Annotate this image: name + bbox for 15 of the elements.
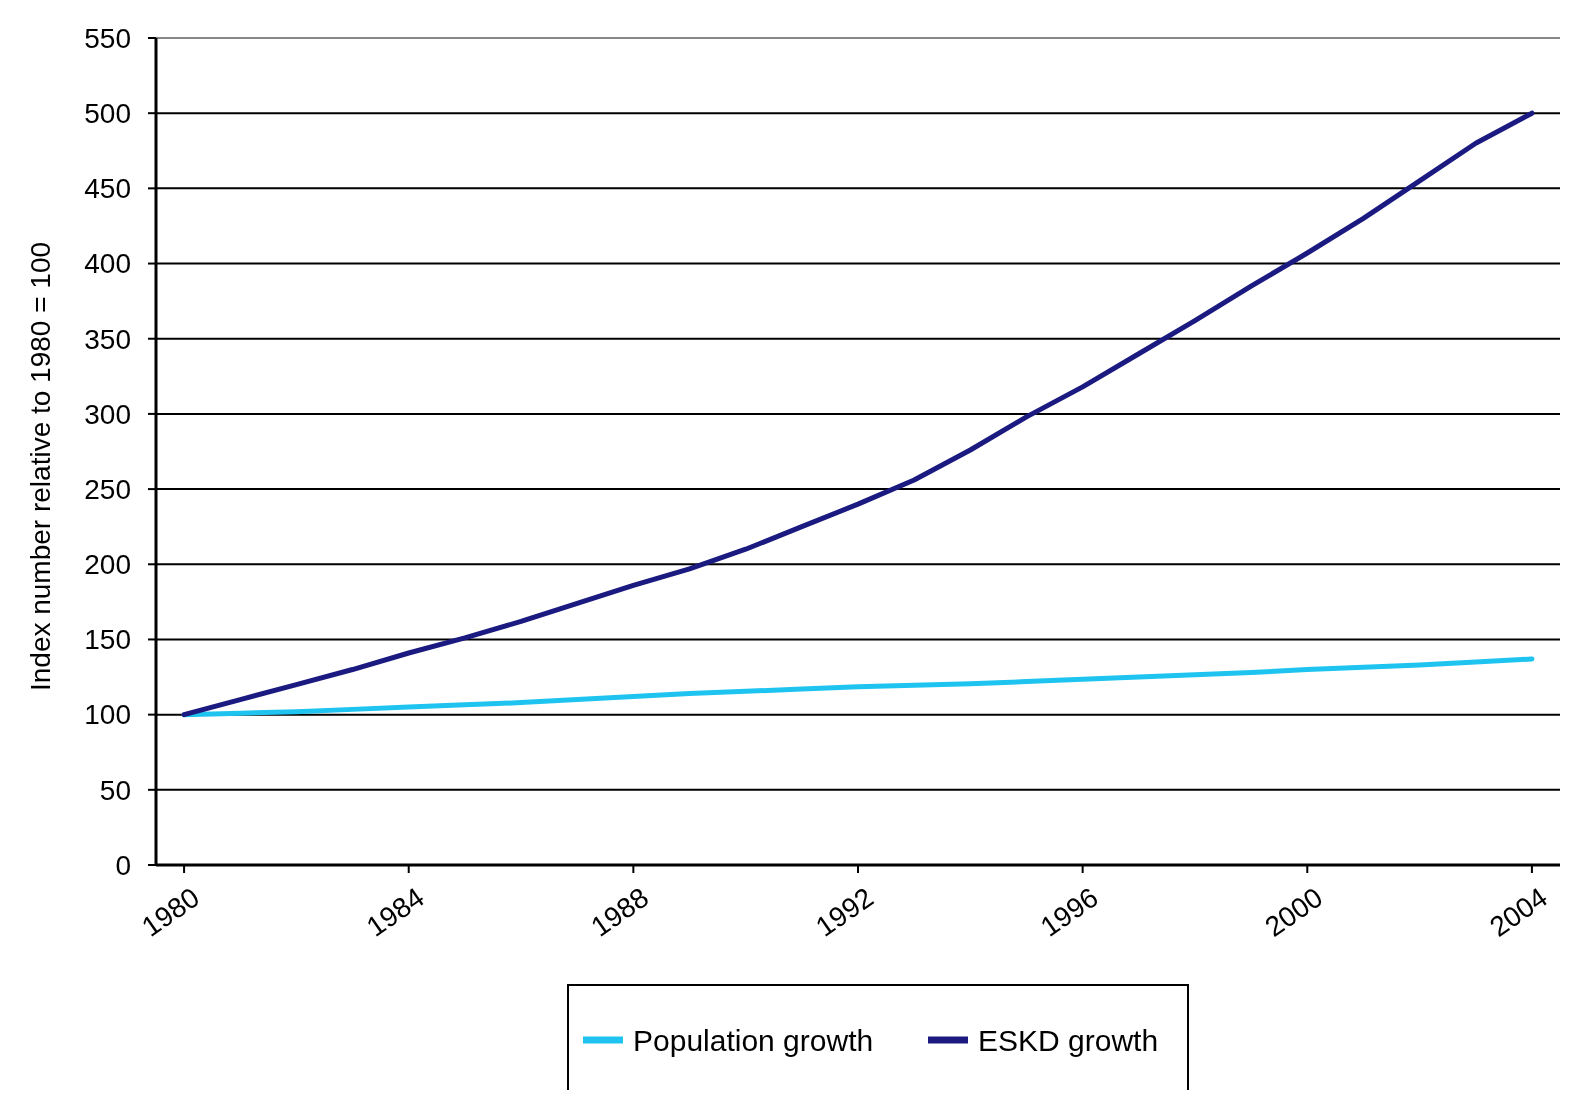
y-tick-label: 250	[84, 473, 131, 505]
y-tick-label: 200	[84, 549, 131, 581]
y-tick-label: 500	[84, 97, 131, 129]
y-tick-label: 0	[115, 849, 131, 881]
y-tick-label: 450	[84, 173, 131, 205]
y-axis-title: Index number relative to 1980 = 100	[25, 241, 56, 692]
legend-label: Population growth	[633, 1023, 874, 1057]
y-tick-label: 400	[84, 248, 131, 280]
y-tick-label: 100	[84, 699, 131, 731]
y-tick-label: 150	[84, 624, 131, 656]
y-tick-label: 350	[84, 323, 131, 355]
y-tick-label: 50	[99, 774, 131, 806]
legend-label: ESKD growth	[978, 1023, 1159, 1057]
y-tick-label: 550	[84, 22, 131, 54]
y-tick-label: 300	[84, 398, 131, 430]
